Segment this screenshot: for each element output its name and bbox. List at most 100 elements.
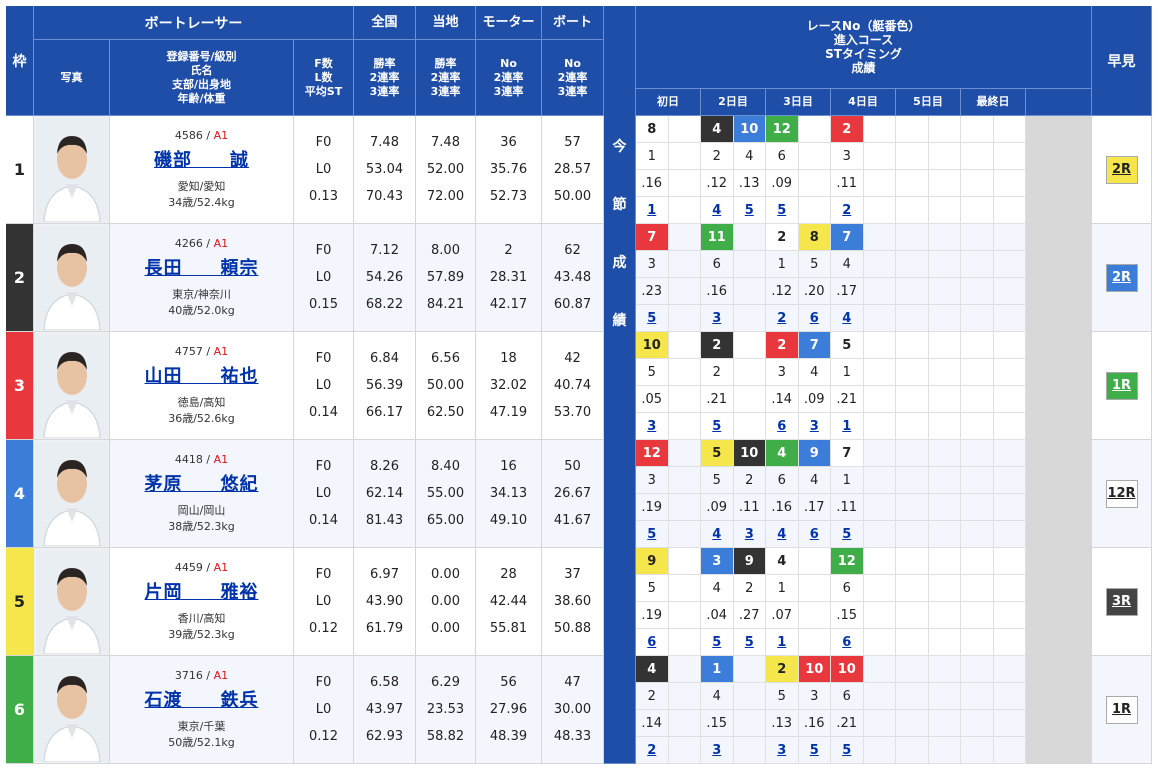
header-f-line: L数: [314, 70, 333, 84]
course: 2: [733, 467, 766, 494]
race-result-link[interactable]: 4: [777, 526, 787, 542]
racer-name[interactable]: 片岡 雅裕: [144, 582, 259, 603]
result-cell: [928, 413, 961, 440]
race-result-link[interactable]: 2: [777, 310, 787, 326]
header-sub-line: 2連率: [493, 70, 524, 84]
race-result-link[interactable]: 5: [647, 526, 657, 542]
race-result-link[interactable]: 4: [712, 202, 722, 218]
result-cell: [928, 440, 961, 467]
race-result-link[interactable]: 5: [842, 526, 852, 542]
result-cell: 4: [701, 197, 734, 224]
result-cell: [896, 629, 929, 656]
race-result-link[interactable]: 6: [842, 634, 852, 650]
result-cell: [993, 575, 1026, 602]
race-result-link[interactable]: 5: [809, 742, 819, 758]
header-race-line: 進入コース: [833, 33, 894, 47]
race-no: 10: [733, 440, 766, 467]
racer-branch: 東京/千葉: [177, 720, 226, 733]
race-result-link[interactable]: 5: [647, 310, 657, 326]
result-cell: [733, 656, 766, 683]
race-result-link[interactable]: 1: [647, 202, 657, 218]
racer-info: 4757 / A1 山田 祐也 徳島/高知 36歳/52.6kg: [110, 332, 294, 440]
stat-m: 28 42.44 55.81: [476, 548, 542, 656]
result-cell: [668, 197, 701, 224]
header-sub-line: 3連率: [430, 84, 461, 98]
race-no: 4: [636, 656, 669, 683]
racer-age-weight: 38歳/52.3kg: [168, 520, 235, 533]
header-race-line: 成績: [851, 61, 876, 75]
race-result-link[interactable]: 4: [842, 310, 852, 326]
racer-name[interactable]: 山田 祐也: [144, 366, 259, 387]
race-no: 2: [766, 224, 799, 251]
reg-number: 4757: [174, 345, 203, 358]
racer-name[interactable]: 石渡 鉄兵: [144, 690, 259, 711]
race-no: 3: [701, 548, 734, 575]
hayami-badge[interactable]: 12R: [1105, 479, 1138, 508]
reg-class: A1: [213, 237, 229, 250]
race-result-link[interactable]: 2: [842, 202, 852, 218]
result-cell: [896, 170, 929, 197]
hayami-badge[interactable]: 2R: [1105, 263, 1138, 292]
hayami-badge[interactable]: 1R: [1105, 371, 1138, 400]
race-result-link[interactable]: 3: [809, 418, 819, 434]
result-cell: 6: [766, 413, 799, 440]
race-result-link[interactable]: 2: [647, 742, 657, 758]
race-result-link[interactable]: 5: [744, 202, 754, 218]
race-result-link[interactable]: 5: [842, 742, 852, 758]
result-cell: [668, 116, 701, 143]
race-result-link[interactable]: 6: [777, 418, 787, 434]
result-cell: [863, 629, 896, 656]
race-no: 4: [766, 440, 799, 467]
racer-f-l-st: F0 L0 0.14: [294, 332, 354, 440]
race-no: 2: [831, 116, 864, 143]
race-result-link[interactable]: 5: [777, 202, 787, 218]
racer-photo: [34, 224, 110, 332]
race-result-link[interactable]: 5: [712, 418, 722, 434]
race-result-link[interactable]: 1: [842, 418, 852, 434]
result-cell: 1: [766, 629, 799, 656]
racer-name[interactable]: 長田 頼宗: [144, 258, 259, 279]
race-result-link[interactable]: 5: [744, 634, 754, 650]
person-icon: [35, 657, 108, 762]
race-result-link[interactable]: 6: [809, 310, 819, 326]
result-cell: [798, 143, 831, 170]
result-cell: [863, 737, 896, 764]
race-result-link[interactable]: 3: [647, 418, 657, 434]
racer-name[interactable]: 茅原 悠紀: [144, 474, 259, 495]
race-result-link[interactable]: 6: [647, 634, 657, 650]
header-day-1: 初日: [636, 89, 701, 116]
racer-name[interactable]: 磯部 誠: [154, 150, 249, 171]
race-result-link[interactable]: 3: [712, 310, 722, 326]
hayami-badge[interactable]: 3R: [1105, 587, 1138, 616]
race-result-link[interactable]: 3: [712, 742, 722, 758]
race-result-link[interactable]: 3: [744, 526, 754, 542]
reg-sep: /: [202, 561, 214, 574]
stat-value: 72.00: [426, 189, 465, 204]
st-timing: .11: [733, 494, 766, 521]
race-result-link[interactable]: 3: [777, 742, 787, 758]
stat-t: 0.00 0.00 0.00: [416, 548, 476, 656]
header-sub-line: 勝率: [434, 56, 457, 70]
race-result-link[interactable]: 4: [712, 526, 722, 542]
course: 4: [733, 143, 766, 170]
result-cell: [961, 521, 994, 548]
stat-value: 38.60: [553, 594, 592, 609]
st-timing: .23: [636, 278, 669, 305]
result-cell: [733, 386, 766, 413]
result-cell: 4: [766, 521, 799, 548]
race-result-link[interactable]: 6: [809, 526, 819, 542]
stat-value: 62.14: [365, 486, 404, 501]
result-cell: [863, 197, 896, 224]
result-cell: [798, 116, 831, 143]
result-cell: [863, 278, 896, 305]
result-cell: [993, 278, 1026, 305]
result-cell: 5: [798, 737, 831, 764]
race-no: 4: [766, 548, 799, 575]
result-cell: [668, 575, 701, 602]
race-result-link[interactable]: 1: [777, 634, 787, 650]
racer-photo: [34, 116, 110, 224]
race-result-link[interactable]: 5: [712, 634, 722, 650]
hayami-badge[interactable]: 2R: [1105, 155, 1138, 184]
hayami-badge[interactable]: 1R: [1105, 695, 1138, 724]
st-timing: .16: [798, 710, 831, 737]
